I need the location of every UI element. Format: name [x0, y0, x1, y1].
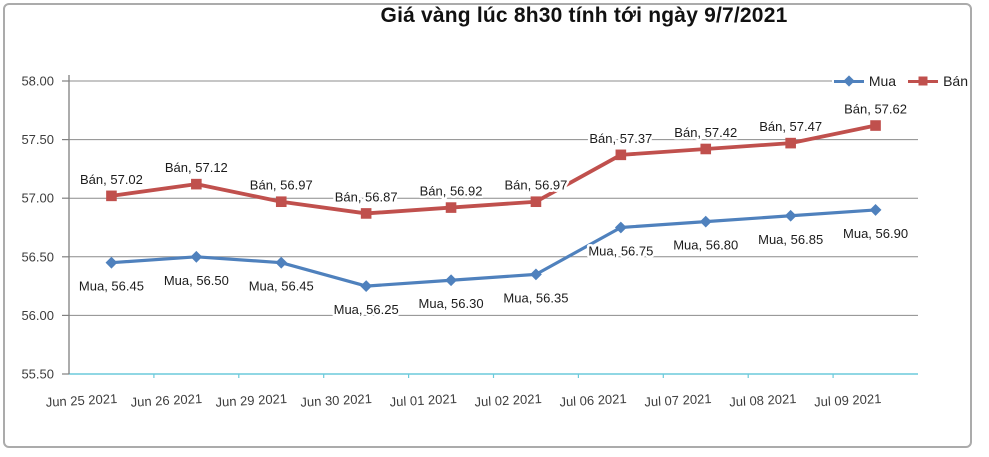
mua-data-label: Mua, 56.75: [588, 244, 653, 259]
ban-data-label: Bán, 57.12: [165, 160, 228, 175]
mua-marker: [699, 215, 712, 228]
mua-marker: [275, 256, 288, 269]
mua-data-label: Mua, 56.90: [843, 226, 908, 241]
mua-marker: [530, 268, 542, 281]
x-tick-label: Jun 25 2021: [45, 391, 117, 410]
ban-data-label: Bán, 56.92: [420, 184, 483, 199]
chart-title: Giá vàng lúc 8h30 tính tới ngày 9/7/2021: [380, 4, 788, 27]
x-tick-label: Jul 09 2021: [814, 391, 882, 409]
x-axis-labels: Jun 25 2021 Jun 26 2021 Jun 29 2021 Jun 30 …: [45, 391, 881, 410]
mua-marker: [445, 274, 457, 287]
ban-marker: [360, 208, 372, 219]
mua-data-label: Mua, 56.80: [673, 238, 738, 253]
ban-data-label: Bán, 56.97: [505, 178, 568, 193]
y-tick-label: 55.50: [21, 367, 54, 382]
ban-data-label: Bán, 57.37: [589, 131, 652, 146]
ban-data-label: Bán, 57.02: [80, 172, 143, 187]
mua-line-icon: [833, 75, 864, 87]
ban-marker: [785, 137, 796, 149]
ban-marker: [615, 149, 627, 161]
y-tick-label: 57.50: [21, 132, 54, 147]
x-tick-label: Jul 08 2021: [729, 391, 797, 409]
ban-marker: [191, 178, 202, 190]
mua-series: Mua, 56.45 Mua, 56.50 Mua, 56.45 Mua, 56.25…: [76, 204, 911, 320]
mua-marker: [784, 209, 797, 222]
y-tick-label: 56.50: [21, 249, 54, 264]
ban-data-label: Bán, 57.47: [759, 119, 822, 134]
mua-data-label: Mua, 56.25: [334, 302, 399, 317]
ban-marker: [530, 196, 542, 208]
ban-marker: [700, 143, 712, 155]
x-tick-label: Jul 01 2021: [389, 391, 457, 409]
ban-data-label: Bán, 56.87: [335, 189, 398, 204]
mua-data-label: Mua, 56.85: [758, 232, 823, 247]
ban-data-label: Bán, 57.42: [674, 125, 737, 140]
x-tick-label: Jul 07 2021: [644, 391, 712, 409]
mua-marker: [360, 280, 373, 293]
ban-square-marker-icon: [918, 76, 928, 86]
x-tick-label: Jul 06 2021: [559, 391, 627, 409]
ban-line-icon: [908, 76, 939, 86]
ban-marker: [870, 120, 881, 131]
mua-data-label: Mua, 56.30: [419, 296, 484, 311]
ban-data-label: Bán, 57.62: [844, 102, 907, 117]
legend-label-mua: Mua: [868, 73, 897, 89]
ban-data-label: Bán, 56.97: [250, 178, 313, 193]
y-tick-label: 57.00: [21, 191, 54, 206]
mua-data-label: Mua, 56.50: [164, 273, 229, 288]
x-axis-baseline: [69, 373, 918, 378]
mua-marker: [614, 221, 627, 234]
mua-series-line: [111, 208, 876, 288]
mua-data-label: Mua, 56.35: [503, 290, 568, 305]
legend-item-ban: Bán: [908, 74, 968, 88]
ban-marker: [275, 196, 287, 208]
mua-data-label: Mua, 56.45: [79, 279, 144, 294]
mua-marker: [105, 256, 118, 269]
legend-item-mua: Mua: [833, 73, 897, 89]
mua-data-label: Mua, 56.45: [249, 279, 314, 294]
ban-marker: [445, 202, 457, 213]
mua-marker: [190, 250, 203, 263]
mua-diamond-marker-icon: [843, 75, 855, 87]
ban-series-line: [111, 123, 876, 216]
ban-series: Bán, 57.02 Bán, 57.12 Bán, 56.97 Bán, 56.87…: [78, 99, 909, 219]
mua-marker: [869, 204, 882, 216]
x-tick-label: Jul 02 2021: [474, 391, 542, 409]
ban-marker: [106, 190, 117, 202]
y-tick-label: 58.00: [21, 74, 54, 89]
x-tick-label: Jun 30 2021: [300, 391, 372, 410]
y-axis: 58.00 57.50 57.00 56.50 56.00 55.50: [21, 74, 70, 382]
legend-label-ban: Bán: [943, 73, 968, 89]
y-tick-label: 56.00: [21, 308, 54, 323]
legend: Mua Bán: [831, 72, 970, 90]
x-tick-label: Jun 26 2021: [130, 391, 202, 410]
x-tick-label: Jun 29 2021: [215, 391, 287, 410]
